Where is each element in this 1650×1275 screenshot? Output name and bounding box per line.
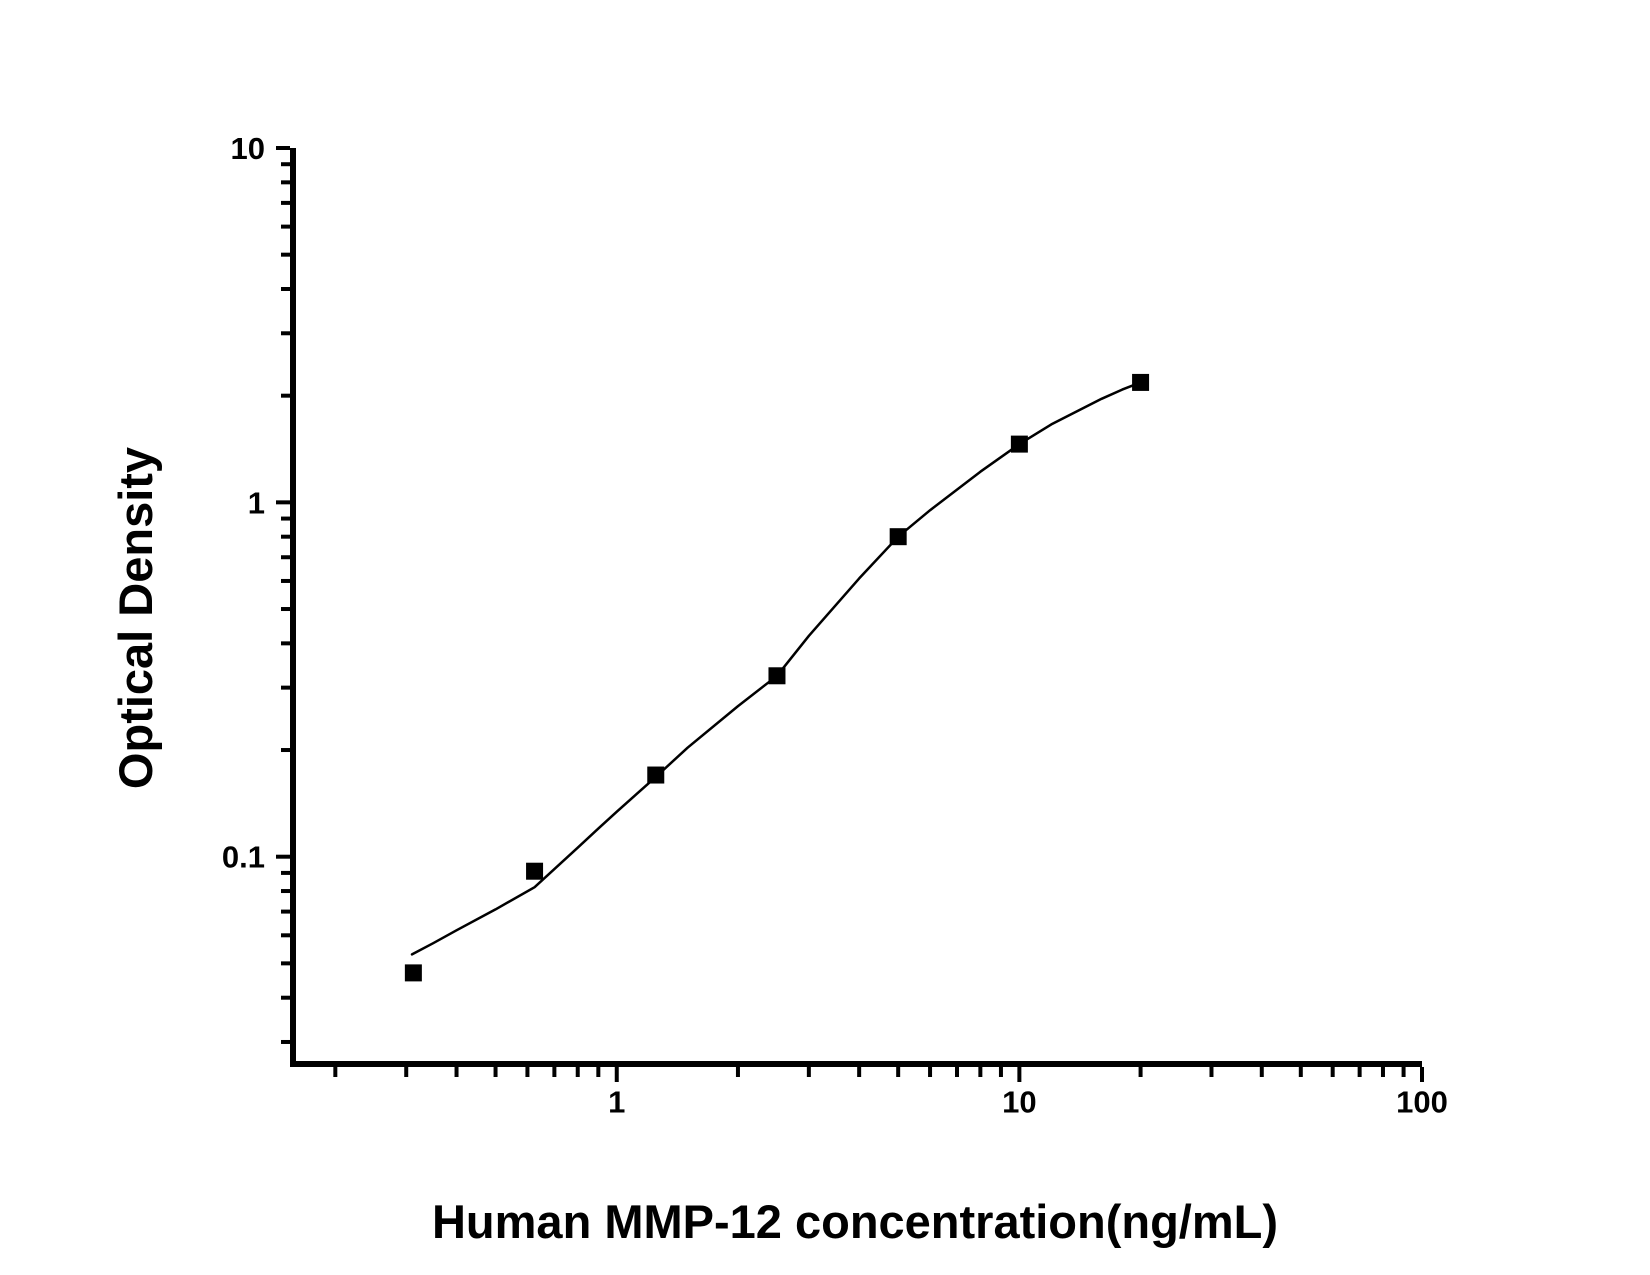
data-points-layer — [404, 373, 1150, 982]
y-axis-tick-label: 10 — [231, 131, 265, 166]
y-axis-tick-label: 1 — [248, 485, 265, 520]
y-axis-tick-label: 0.1 — [222, 840, 265, 875]
data-point-marker — [526, 862, 544, 880]
x-axis-tick-label: 1 — [608, 1084, 625, 1119]
x-axis-tick-label: 100 — [1396, 1084, 1448, 1119]
data-point-marker — [768, 667, 786, 685]
fit-curve-path — [410, 381, 1142, 956]
data-point-marker — [647, 766, 665, 784]
data-point-marker — [1132, 373, 1150, 391]
data-point-marker — [404, 964, 422, 982]
y-axis-title: Optical Density — [109, 447, 162, 789]
data-point-marker — [1010, 435, 1028, 453]
x-axis-tick-label: 10 — [1002, 1084, 1036, 1119]
data-point-marker — [889, 528, 907, 546]
x-axis-title: Human MMP-12 concentration(ng/mL) — [432, 1195, 1278, 1248]
axes-layer: 1 10 100 0.1 1 10 — [222, 131, 1448, 1119]
fit-curve-layer — [410, 381, 1142, 956]
